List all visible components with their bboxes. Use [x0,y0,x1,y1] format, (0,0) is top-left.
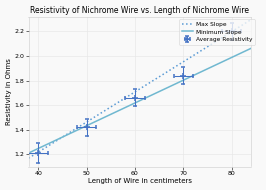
Y-axis label: Resistivity in Ohms: Resistivity in Ohms [6,58,11,125]
Minimum Slope [238,52,241,55]
Line: Max Slope: Max Slope [28,20,251,158]
Minimum Slope [27,152,30,154]
Minimum Slope [78,128,82,130]
Max Slope [142,86,145,88]
Title: Resistivity of Nichrome Wire vs. Length of Nichrome Wire: Resistivity of Nichrome Wire vs. Length … [30,6,249,15]
Max Slope [250,18,253,21]
Minimum Slope [250,47,253,49]
Max Slope [27,157,30,159]
Max Slope [238,25,241,28]
Minimum Slope [142,98,145,100]
Max Slope [160,74,163,77]
Minimum Slope [70,132,73,134]
Line: Minimum Slope: Minimum Slope [28,48,251,153]
Max Slope [78,125,82,127]
Max Slope [70,131,73,133]
Minimum Slope [231,56,235,58]
Legend: Max Slope, Minimum Slope, Average Resistivity: Max Slope, Minimum Slope, Average Resist… [179,19,255,44]
Max Slope [231,30,235,32]
Minimum Slope [160,89,163,92]
X-axis label: Length of Wire in centimeters: Length of Wire in centimeters [88,178,192,184]
